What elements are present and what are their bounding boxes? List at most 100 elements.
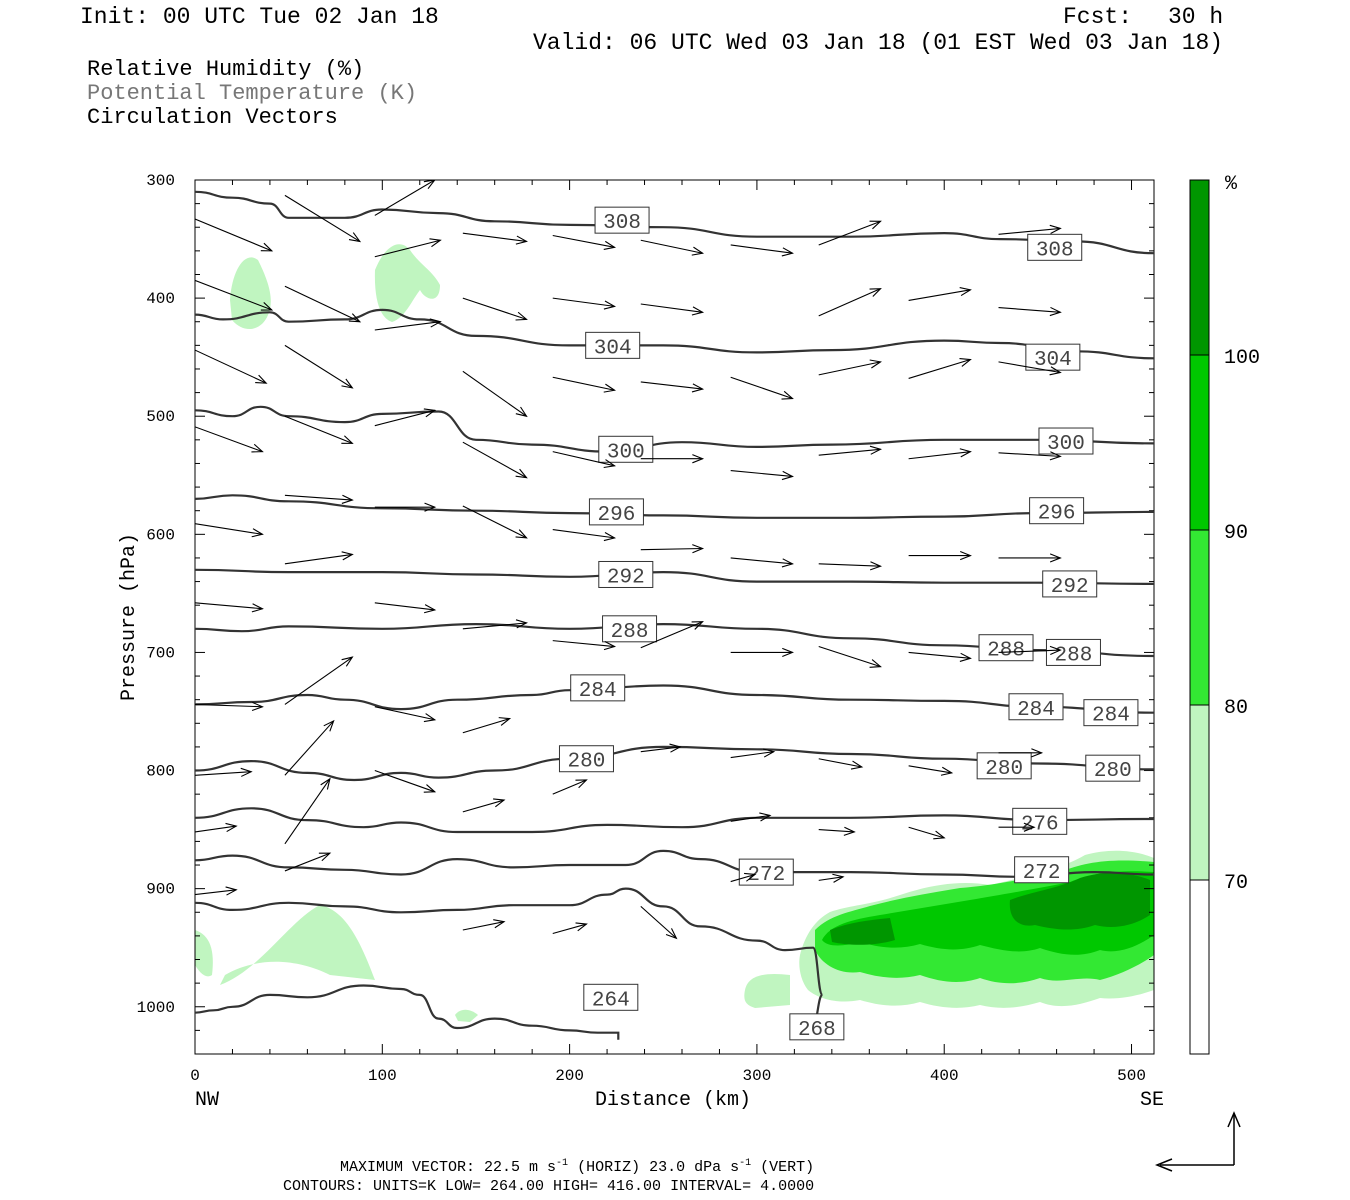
circulation-vector <box>818 646 882 668</box>
theta-label-box <box>978 634 1034 662</box>
circulation-vector <box>462 370 528 418</box>
theta-label-text: 296 <box>1038 503 1076 526</box>
colorbar-below-70 <box>1189 879 1210 1055</box>
circulation-vector <box>908 826 946 840</box>
theta-label-text: 264 <box>592 989 630 1012</box>
circulation-vector <box>908 765 954 776</box>
theta-label-box <box>1085 754 1141 782</box>
theta-label-text: 284 <box>1092 705 1130 728</box>
theta-contour-272 <box>195 849 1154 878</box>
theta-label-box <box>585 331 641 359</box>
theta-contour-276 <box>195 807 1154 834</box>
circulation-vector <box>640 544 705 554</box>
theta-label-text: 288 <box>987 640 1025 663</box>
contours-info-line: CONTOURS: UNITS=K LOW= 264.00 HIGH= 416.… <box>283 1178 814 1195</box>
theta-label-box <box>1042 570 1098 598</box>
colorbar: % 70 80 90 100 <box>1189 173 1260 1055</box>
theta-label-272: 272 <box>1014 856 1070 885</box>
circulation-vector <box>998 451 1062 461</box>
circulation-vector <box>818 873 845 883</box>
circulation-vectors <box>195 180 1062 940</box>
theta-label-300: 300 <box>1038 427 1094 456</box>
circulation-vector <box>730 244 794 257</box>
circulation-vector <box>462 232 528 245</box>
circulation-vector <box>195 701 264 711</box>
theta-label-308: 308 <box>1027 233 1083 262</box>
circulation-vector <box>284 656 354 705</box>
circulation-vector <box>730 748 776 759</box>
colorbar-unit: % <box>1225 173 1238 196</box>
circulation-vector <box>908 358 972 379</box>
theta-label-box <box>598 560 654 588</box>
theta-label-292: 292 <box>1042 570 1098 599</box>
theta-label-288: 288 <box>978 634 1034 663</box>
rh-70-region <box>195 930 213 977</box>
theta-label-304: 304 <box>1025 343 1081 372</box>
theta-contour-264 <box>195 984 620 1040</box>
circulation-vector <box>195 886 238 896</box>
circulation-vector <box>730 557 794 568</box>
axis-ticks <box>194 179 1154 1054</box>
x-tick-label: 400 <box>930 1067 959 1085</box>
theta-label-text: 284 <box>1017 699 1055 722</box>
theta-label-300: 300 <box>598 435 654 464</box>
theta-label-text: 308 <box>1036 239 1074 262</box>
theta-label-box <box>1083 699 1139 727</box>
theta-label-box <box>570 674 626 702</box>
theta-label-text: 280 <box>568 751 606 774</box>
relative-humidity-shading <box>195 244 1154 1022</box>
circulation-vector <box>374 318 442 331</box>
theta-label-box <box>1025 343 1081 371</box>
theta-label-text: 276 <box>1021 813 1059 836</box>
theta-label-text: 272 <box>1023 862 1061 885</box>
circulation-vector <box>818 758 864 770</box>
y-tick-label: 700 <box>146 644 175 662</box>
rh-70-region <box>455 1009 478 1022</box>
theta-label-box <box>598 435 654 463</box>
circulation-vector <box>462 297 528 321</box>
circulation-vector <box>195 767 253 777</box>
circulation-vector <box>552 640 617 651</box>
circulation-vector <box>552 234 617 250</box>
theta-label-box <box>1012 807 1068 835</box>
theta-label-text: 304 <box>1034 349 1072 372</box>
theta-label-box <box>558 745 614 773</box>
y-tick-label: 800 <box>146 763 175 781</box>
x-tick-label: 300 <box>743 1067 772 1085</box>
x-tick-label: 100 <box>368 1067 397 1085</box>
theta-contour-labels: 308 308 304 304 300 300 296 296 292 292 288 288 288 2… <box>558 206 1141 1042</box>
theta-label-box <box>738 858 794 886</box>
circulation-vector <box>552 297 617 310</box>
y-axis-label: Pressure (hPa) <box>118 533 141 701</box>
circulation-vector <box>284 494 354 504</box>
circulation-vector <box>730 812 772 822</box>
theta-label-296: 296 <box>1029 497 1085 526</box>
plot-frame <box>194 179 1155 1055</box>
circulation-vector <box>998 224 1062 235</box>
circulation-vector <box>284 719 335 776</box>
theta-label-296: 296 <box>588 498 644 527</box>
theta-label-276: 276 <box>1012 807 1068 836</box>
circulation-vector <box>730 376 794 400</box>
circulation-vector <box>640 743 682 753</box>
theta-label-text: 296 <box>598 504 636 527</box>
theta-label-box <box>1014 856 1070 884</box>
rh-70-region <box>220 905 375 985</box>
theta-label-box <box>789 1013 845 1041</box>
theta-label-288: 288 <box>602 615 658 644</box>
circulation-vector <box>374 238 442 258</box>
colorbar-label: 90 <box>1224 522 1248 545</box>
reference-vector-key <box>1154 1111 1241 1172</box>
x-endpoint-nw: NW <box>195 1089 219 1112</box>
circulation-vector <box>374 180 436 216</box>
circulation-vector <box>374 706 437 723</box>
x-tick-labels: 0 100 200 300 400 500 <box>190 1067 1146 1085</box>
theta-label-text: 284 <box>579 680 617 703</box>
theta-label-280: 280 <box>1085 754 1141 783</box>
x-tick-label: 200 <box>555 1067 584 1085</box>
y-tick-label: 600 <box>146 526 175 544</box>
circulation-vector <box>998 306 1062 317</box>
theta-label-272: 272 <box>738 858 794 887</box>
rh-70-region <box>374 244 440 322</box>
